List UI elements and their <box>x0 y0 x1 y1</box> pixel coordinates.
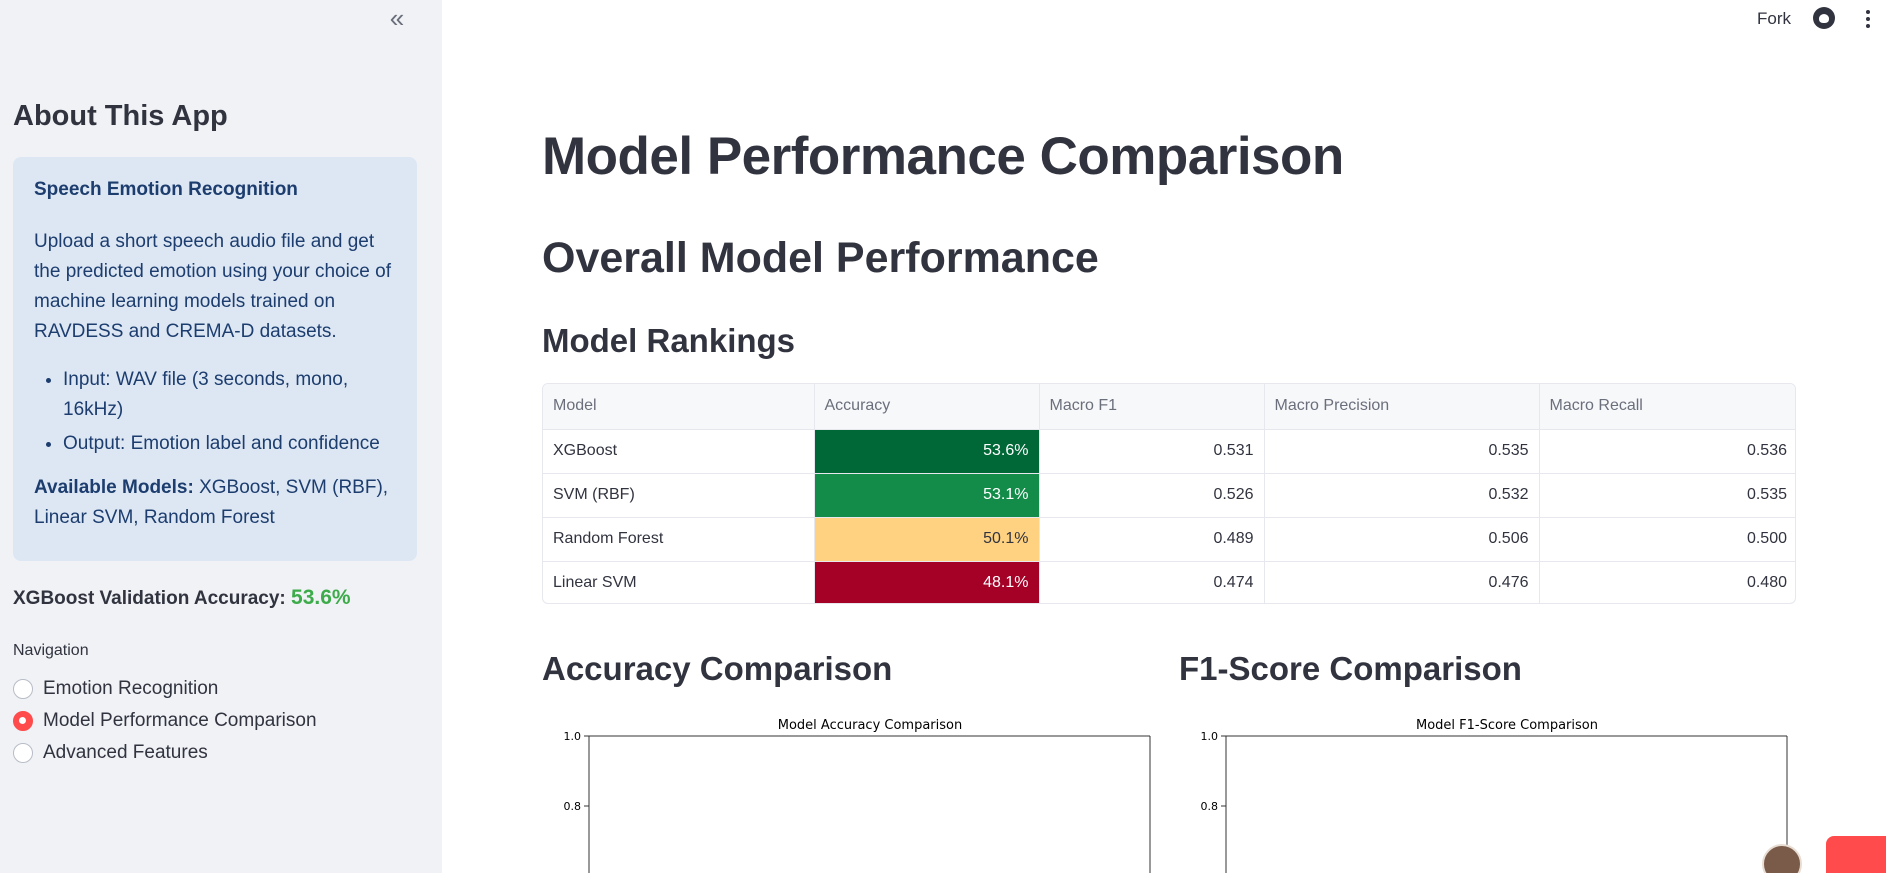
chart-title: Model Accuracy Comparison <box>778 718 962 733</box>
info-title: Speech Emotion Recognition <box>34 179 298 200</box>
navigation-label: Navigation <box>13 642 89 659</box>
kebab-menu-icon[interactable] <box>1860 6 1876 32</box>
cell-macro-recall: 0.536 <box>1539 429 1795 474</box>
y-tick-label: 0.8 <box>564 800 582 813</box>
info-models-label: Available Models: <box>34 477 194 498</box>
radio-unselected-icon[interactable] <box>13 679 33 699</box>
cell-macro-precision: 0.535 <box>1264 429 1540 474</box>
page-title: Model Performance Comparison <box>542 127 1344 186</box>
cell-macro-f1: 0.474 <box>1039 561 1265 603</box>
cell-macro-precision: 0.532 <box>1264 473 1540 518</box>
table-row: Linear SVM 48.1% 0.474 0.476 0.480 <box>543 561 1795 603</box>
cell-macro-f1: 0.531 <box>1039 429 1265 474</box>
cell-macro-precision: 0.476 <box>1264 561 1540 603</box>
table-row: Random Forest 50.1% 0.489 0.506 0.500 <box>543 517 1795 562</box>
cell-macro-f1: 0.526 <box>1039 473 1265 518</box>
column-header-macro-f1[interactable]: Macro F1 <box>1039 384 1265 430</box>
github-icon[interactable] <box>1813 7 1835 29</box>
cell-macro-precision: 0.506 <box>1264 517 1540 562</box>
nav-radio-advanced-features[interactable]: Advanced Features <box>13 742 208 764</box>
accuracy-comparison-title: Accuracy Comparison <box>542 650 893 687</box>
y-tick-label: 1.0 <box>564 730 582 743</box>
table-row: XGBoost 53.6% 0.531 0.535 0.536 <box>543 429 1795 474</box>
cell-model: XGBoost <box>543 429 815 474</box>
cell-accuracy: 50.1% <box>814 517 1040 562</box>
f1-chart: Model F1-Score Comparison 1.0 0.8 <box>1201 718 1788 873</box>
f1-comparison-title: F1-Score Comparison <box>1179 650 1522 687</box>
table-header-row: Model Accuracy Macro F1 Macro Precision … <box>543 384 1795 430</box>
sidebar-heading: About This App <box>13 100 228 132</box>
table-row: SVM (RBF) 53.1% 0.526 0.532 0.535 <box>543 473 1795 518</box>
double-chevron-left-icon[interactable]: « <box>389 3 405 33</box>
cell-model: Random Forest <box>543 517 815 562</box>
fork-button[interactable]: Fork <box>1757 9 1791 28</box>
cell-model: SVM (RBF) <box>543 473 815 518</box>
cell-accuracy: 53.1% <box>814 473 1040 518</box>
info-models: Available Models: XGBoost, SVM (RBF), Li… <box>34 473 397 533</box>
sidebar: « About This App Speech Emotion Recognit… <box>0 0 442 873</box>
validation-accuracy: XGBoost Validation Accuracy: 53.6% <box>13 586 351 610</box>
info-box: Speech Emotion Recognition Upload a shor… <box>13 157 417 561</box>
info-bullet-output: Output: Emotion label and confidence <box>63 429 397 459</box>
validation-accuracy-label: XGBoost Validation Accuracy: <box>13 588 292 609</box>
nav-radio-label: Emotion Recognition <box>43 678 219 699</box>
avatar[interactable] <box>1762 844 1802 873</box>
cell-accuracy: 48.1% <box>814 561 1040 603</box>
info-bullet-list: Input: WAV file (3 seconds, mono, 16kHz)… <box>34 365 397 459</box>
y-tick-label: 1.0 <box>1201 730 1219 743</box>
cell-macro-recall: 0.535 <box>1539 473 1795 518</box>
column-header-macro-recall[interactable]: Macro Recall <box>1539 384 1795 430</box>
radio-selected-icon[interactable] <box>13 711 33 731</box>
column-header-macro-precision[interactable]: Macro Precision <box>1264 384 1540 430</box>
accuracy-chart: Model Accuracy Comparison 1.0 0.8 <box>564 718 1151 873</box>
nav-radio-label: Advanced Features <box>43 742 208 763</box>
chart-title: Model F1-Score Comparison <box>1416 718 1598 733</box>
info-models-value: XGBoost, SVM (RBF), Linear SVM, Random F… <box>34 477 389 528</box>
cell-macro-recall: 0.480 <box>1746 574 1787 592</box>
radio-unselected-icon[interactable] <box>13 743 33 763</box>
streamlit-badge-button[interactable] <box>1826 836 1886 873</box>
nav-radio-label: Model Performance Comparison <box>43 710 317 731</box>
nav-radio-model-performance-comparison[interactable]: Model Performance Comparison <box>13 710 317 732</box>
cell-model: Linear SVM <box>543 561 815 603</box>
info-description: Upload a short speech audio file and get… <box>34 231 391 342</box>
column-header-model[interactable]: Model <box>543 384 815 430</box>
section-title: Overall Model Performance <box>542 234 1099 282</box>
nav-radio-emotion-recognition[interactable]: Emotion Recognition <box>13 678 218 700</box>
info-bullet-input: Input: WAV file (3 seconds, mono, 16kHz) <box>63 365 397 425</box>
cell-accuracy: 53.6% <box>814 429 1040 474</box>
y-tick-label: 0.8 <box>1201 800 1219 813</box>
rankings-table[interactable]: Model Accuracy Macro F1 Macro Precision … <box>542 383 1796 604</box>
rankings-title: Model Rankings <box>542 322 796 359</box>
cell-macro-recall: 0.500 <box>1539 517 1795 562</box>
cell-macro-f1: 0.489 <box>1039 517 1265 562</box>
validation-accuracy-value: 53.6% <box>291 586 351 609</box>
column-header-accuracy[interactable]: Accuracy <box>814 384 1040 430</box>
